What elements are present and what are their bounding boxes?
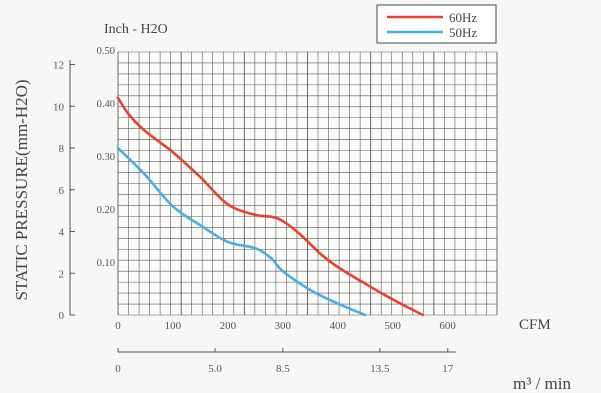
x-axis-cfm-tick-label: 100 (165, 320, 182, 332)
legend-label-50hz: 50Hz (449, 25, 477, 40)
x-axis-cfm-tick-label: 0 (115, 320, 121, 332)
y-axis-mm-title: STATIC PRESSURE(mm-H2O) (12, 79, 31, 300)
y-axis-inch-tick-label: 0.10 (97, 258, 115, 269)
y-axis-inch-tick-label: 0.40 (97, 99, 115, 110)
x-axis-cfm-tick-label: 600 (439, 320, 456, 332)
y-axis-inch-tick-label: 0.50 (97, 46, 115, 57)
y-axis-mm-tick-label: 10 (53, 101, 65, 113)
y-axis-mm-tick-label: 8 (59, 143, 65, 155)
x-axis-m3-tick-label: 0 (115, 363, 121, 375)
y-axis-mm-tick-label: 0 (59, 310, 65, 322)
y-axis-mm-tick-label: 2 (59, 268, 65, 280)
y-axis-mm-tick-label: 12 (53, 60, 64, 72)
x-axis-m3-tick-label: 13.5 (370, 363, 390, 375)
x-axis-m3-title: m³ / min (513, 374, 571, 393)
y-axis-inch-tick-label: 0.20 (97, 205, 115, 216)
y-axis-mm-tick-label: 6 (59, 185, 65, 197)
series-line-60hz (116, 96, 425, 317)
y-axis-mm-tick-label: 4 (59, 227, 65, 239)
x-axis-cfm-title: CFM (519, 317, 551, 333)
x-axis-cfm-tick-label: 400 (329, 320, 346, 332)
x-axis-m3-tick-label: 17 (442, 363, 454, 375)
y-axis-inch-tick-label: 0.30 (97, 152, 115, 163)
series-line-50hz (116, 146, 367, 317)
x-axis-m3-tick-label: 5.0 (208, 363, 222, 375)
y-axis-inch-title: Inch - H2O (104, 22, 168, 37)
legend-box (376, 4, 497, 44)
x-axis-cfm-tick-label: 300 (275, 320, 292, 332)
legend-label-60hz: 60Hz (449, 10, 477, 25)
x-axis-m3-tick-label: 8.5 (276, 363, 290, 375)
x-axis-cfm-tick-label: 500 (384, 320, 401, 332)
x-axis-cfm-tick-label: 200 (220, 320, 237, 332)
